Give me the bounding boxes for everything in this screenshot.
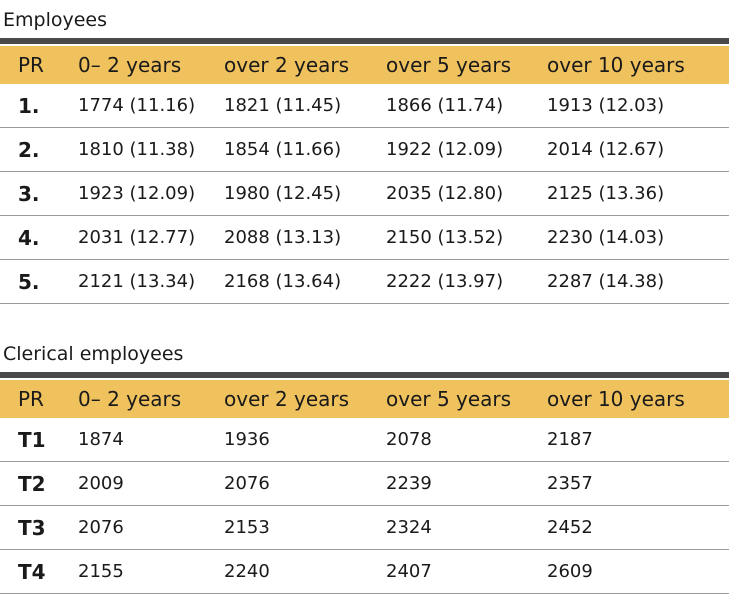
row-label: T1: [0, 418, 78, 462]
table-cell: 1936: [224, 418, 386, 462]
table-cell: 2088 (13.13): [224, 216, 386, 260]
table-cell: 2407: [386, 550, 547, 594]
row-label: 2.: [0, 128, 78, 172]
table-cell: 1913 (12.03): [547, 84, 729, 128]
table-cell: 2357: [547, 462, 729, 506]
header-over-2-years: over 2 years: [224, 380, 386, 418]
table-cell: 1922 (12.09): [386, 128, 547, 172]
table-cell: 1980 (12.45): [224, 172, 386, 216]
header-over-10-years: over 10 years: [547, 46, 729, 84]
table-cell: 1810 (11.38): [78, 128, 224, 172]
table-cell: 1923 (12.09): [78, 172, 224, 216]
table-cell: 1821 (11.45): [224, 84, 386, 128]
table-cell: 2150 (13.52): [386, 216, 547, 260]
row-label: 4.: [0, 216, 78, 260]
table-cell: 2014 (12.67): [547, 128, 729, 172]
clerical-header-row: PR 0– 2 years over 2 years over 5 years …: [0, 380, 729, 418]
clerical-top-rule: [0, 372, 729, 378]
table-cell: 2078: [386, 418, 547, 462]
employees-table: PR 0– 2 years over 2 years over 5 years …: [0, 46, 729, 304]
table-row: 5. 2121 (13.34) 2168 (13.64) 2222 (13.97…: [0, 260, 729, 304]
header-0-2-years: 0– 2 years: [78, 46, 224, 84]
table-row: 4. 2031 (12.77) 2088 (13.13) 2150 (13.52…: [0, 216, 729, 260]
row-label: 5.: [0, 260, 78, 304]
table-cell: 2187: [547, 418, 729, 462]
table-cell: 1774 (11.16): [78, 84, 224, 128]
table-cell: 2076: [78, 506, 224, 550]
table-cell: 2452: [547, 506, 729, 550]
table-cell: 2153: [224, 506, 386, 550]
employees-title: Employees: [3, 9, 107, 31]
table-cell: 2035 (12.80): [386, 172, 547, 216]
table-cell: 2121 (13.34): [78, 260, 224, 304]
table-cell: 2155: [78, 550, 224, 594]
table-row: T4 2155 2240 2407 2609: [0, 550, 729, 594]
header-pr: PR: [0, 46, 78, 84]
header-over-10-years: over 10 years: [547, 380, 729, 418]
table-cell: 2609: [547, 550, 729, 594]
header-over-2-years: over 2 years: [224, 46, 386, 84]
table-cell: 2239: [386, 462, 547, 506]
header-pr: PR: [0, 380, 78, 418]
table-cell: 1866 (11.74): [386, 84, 547, 128]
row-label: 1.: [0, 84, 78, 128]
table-cell: 2125 (13.36): [547, 172, 729, 216]
table-cell: 1874: [78, 418, 224, 462]
table-row: T3 2076 2153 2324 2452: [0, 506, 729, 550]
clerical-employees-title: Clerical employees: [3, 343, 183, 365]
header-over-5-years: over 5 years: [386, 46, 547, 84]
header-0-2-years: 0– 2 years: [78, 380, 224, 418]
table-cell: 2240: [224, 550, 386, 594]
table-cell: 2324: [386, 506, 547, 550]
header-over-5-years: over 5 years: [386, 380, 547, 418]
table-cell: 2222 (13.97): [386, 260, 547, 304]
table-row: T2 2009 2076 2239 2357: [0, 462, 729, 506]
row-label: T3: [0, 506, 78, 550]
table-cell: 2287 (14.38): [547, 260, 729, 304]
table-cell: 2230 (14.03): [547, 216, 729, 260]
row-label: T4: [0, 550, 78, 594]
table-cell: 2168 (13.64): [224, 260, 386, 304]
row-label: 3.: [0, 172, 78, 216]
table-cell: 2076: [224, 462, 386, 506]
employees-header-row: PR 0– 2 years over 2 years over 5 years …: [0, 46, 729, 84]
table-row: 2. 1810 (11.38) 1854 (11.66) 1922 (12.09…: [0, 128, 729, 172]
table-cell: 1854 (11.66): [224, 128, 386, 172]
table-cell: 2009: [78, 462, 224, 506]
row-label: T2: [0, 462, 78, 506]
table-row: 1. 1774 (11.16) 1821 (11.45) 1866 (11.74…: [0, 84, 729, 128]
table-cell: 2031 (12.77): [78, 216, 224, 260]
clerical-employees-table: PR 0– 2 years over 2 years over 5 years …: [0, 380, 729, 594]
table-row: T1 1874 1936 2078 2187: [0, 418, 729, 462]
employees-top-rule: [0, 38, 729, 44]
table-row: 3. 1923 (12.09) 1980 (12.45) 2035 (12.80…: [0, 172, 729, 216]
